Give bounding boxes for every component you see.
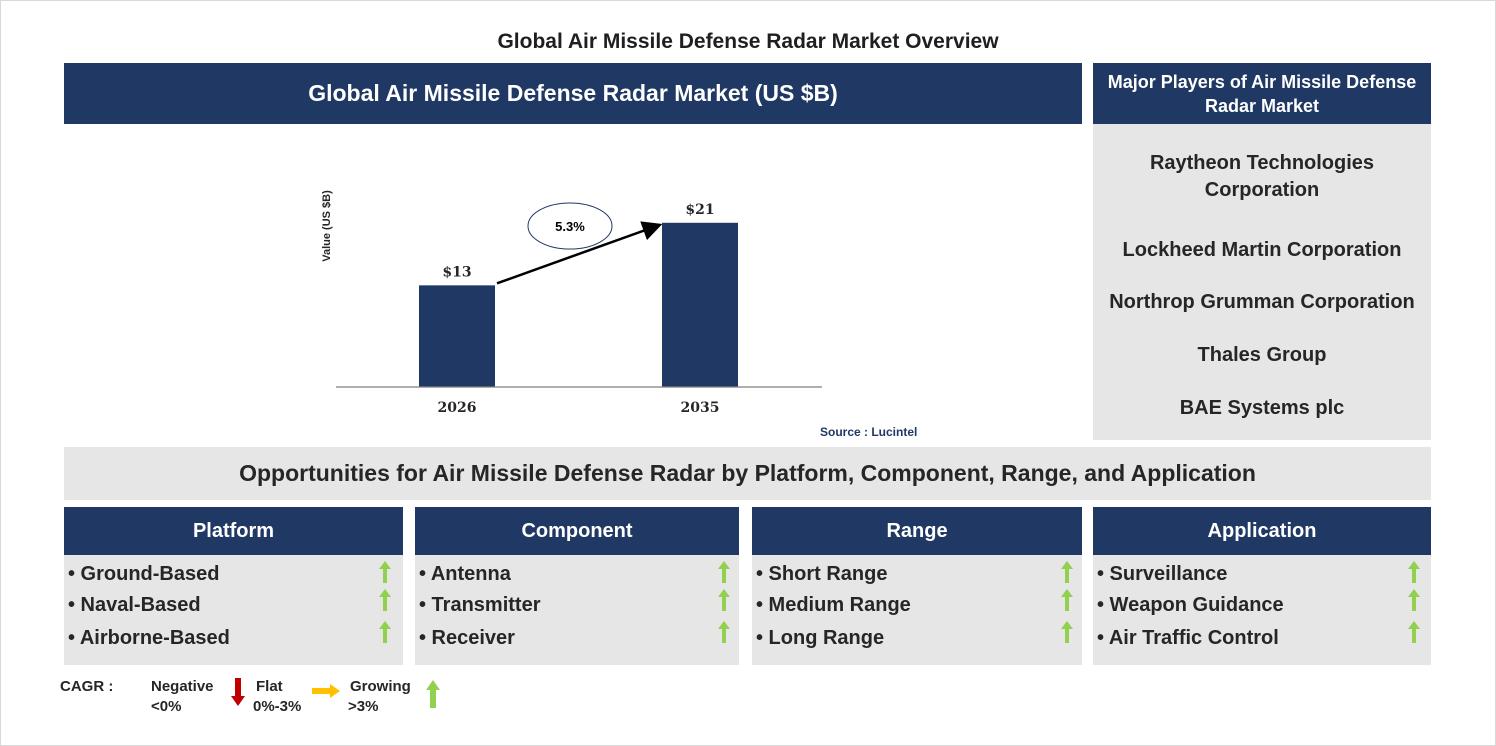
segment-body-application: • Surveillance • Weapon Guidance • Air T…: [1093, 555, 1431, 665]
chart-header: Global Air Missile Defense Radar Market …: [64, 63, 1082, 124]
segment-item: • Antenna: [419, 563, 511, 585]
growth-trend-arrow: [496, 221, 663, 285]
segment-body-platform: • Ground-Based • Naval-Based • Airborne-…: [64, 555, 403, 665]
segment-item: • Weapon Guidance: [1097, 594, 1284, 616]
legend-negative-range: <0%: [151, 698, 182, 715]
bar-value-label: $21: [685, 202, 714, 218]
segment-item: • Surveillance: [1097, 563, 1228, 585]
player-item: BAE Systems plc: [1179, 397, 1345, 419]
page-title: Global Air Missile Defense Radar Market …: [497, 30, 999, 53]
growth-arrow-icon: [1061, 621, 1073, 643]
segment-item: • Transmitter: [419, 594, 541, 616]
players-list: Raytheon Technologies Corporation Lockhe…: [1093, 124, 1431, 440]
legend-cagr-label: CAGR :: [60, 678, 114, 695]
segment-item: • Receiver: [419, 627, 515, 649]
growing-up-arrow-icon: [426, 680, 440, 708]
bar-2035: [662, 222, 738, 387]
growth-arrow-icon: [718, 621, 730, 643]
y-axis-label: Value (US $B): [321, 190, 333, 262]
growth-arrow-icon: [379, 621, 391, 643]
segment-body-range: • Short Range • Medium Range • Long Rang…: [752, 555, 1082, 665]
legend-growing-label: Growing: [350, 678, 411, 695]
segment-item: • Ground-Based: [68, 563, 220, 585]
cagr-value: 5.3%: [555, 219, 585, 234]
segment-item: • Air Traffic Control: [1097, 627, 1279, 649]
growth-arrow-icon: [1061, 589, 1073, 611]
source-note: Source : Lucintel: [820, 425, 918, 439]
x-tick-label: 2035: [681, 400, 720, 416]
bar-value-label: $13: [442, 264, 471, 280]
players-header: Major Players of Air Missile Defense Rad…: [1093, 63, 1431, 124]
segment-header-range: Range: [752, 507, 1082, 555]
segment-item: • Naval-Based: [68, 594, 201, 616]
player-item: Raytheon Technologies Corporation: [1149, 152, 1375, 201]
segment-header-application: Application: [1093, 507, 1431, 555]
growth-arrow-icon: [1061, 561, 1073, 583]
segment-item: • Medium Range: [756, 594, 911, 616]
opportunities-header: Opportunities for Air Missile Defense Ra…: [64, 447, 1431, 500]
growth-arrow-icon: [1408, 561, 1420, 583]
flat-right-arrow-icon: [312, 684, 340, 698]
segment-header-platform: Platform: [64, 507, 403, 555]
growth-arrow-icon: [718, 589, 730, 611]
negative-down-arrow-icon: [231, 678, 245, 706]
player-item: Lockheed Martin Corporation: [1122, 239, 1402, 261]
player-item: Northrop Grumman Corporation: [1109, 291, 1415, 313]
growth-arrow-icon: [379, 589, 391, 611]
legend-negative-label: Negative: [151, 678, 214, 695]
market-bar-chart: Value (US $B) $13 2026 $21 2035 5.3%: [321, 190, 822, 416]
segment-header-component: Component: [415, 507, 739, 555]
cagr-bubble: [527, 202, 613, 250]
growth-arrow-icon: [1408, 621, 1420, 643]
segment-item: • Short Range: [756, 563, 888, 585]
growth-arrow-icon: [379, 561, 391, 583]
bar-2026: [419, 285, 495, 387]
legend-flat-label: Flat: [256, 678, 283, 695]
x-tick-label: 2026: [438, 400, 477, 416]
segment-item: • Long Range: [756, 627, 885, 649]
player-item: Thales Group: [1197, 344, 1327, 366]
segment-item: • Airborne-Based: [68, 627, 230, 649]
legend-growing-range: >3%: [348, 698, 379, 715]
growth-arrow-icon: [718, 561, 730, 583]
legend-flat-range: 0%-3%: [253, 698, 302, 715]
segment-body-component: • Antenna • Transmitter • Receiver: [415, 555, 739, 665]
growth-arrow-icon: [1408, 589, 1420, 611]
